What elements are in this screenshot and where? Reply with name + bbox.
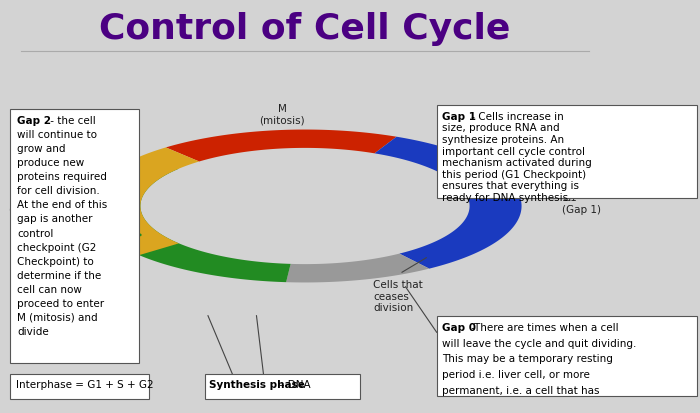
Text: cell can now: cell can now	[18, 284, 83, 294]
Text: permanent, i.e. a cell that has: permanent, i.e. a cell that has	[442, 385, 600, 395]
Text: determine if the: determine if the	[18, 270, 102, 280]
Polygon shape	[166, 130, 396, 162]
Text: ready for DNA synthesis.: ready for DNA synthesis.	[442, 192, 572, 202]
Text: this period (G1 Checkpoint): this period (G1 Checkpoint)	[442, 169, 587, 179]
Text: Synthesis phase: Synthesis phase	[209, 379, 305, 389]
Text: Gap 2: Gap 2	[18, 116, 51, 126]
Text: grow and: grow and	[18, 144, 66, 154]
Text: gap is another: gap is another	[18, 214, 93, 224]
Text: Gap 0: Gap 0	[442, 322, 476, 332]
Text: proteins required: proteins required	[18, 172, 107, 182]
Text: M (mitosis) and: M (mitosis) and	[18, 312, 98, 322]
Polygon shape	[88, 148, 200, 256]
Text: period i.e. liver cell, or more: period i.e. liver cell, or more	[442, 369, 590, 379]
Text: S phase
(DNA synthesis): S phase (DNA synthesis)	[18, 236, 102, 258]
FancyBboxPatch shape	[437, 105, 696, 198]
Text: synthesize proteins. An: synthesize proteins. An	[442, 135, 564, 145]
Text: Gap 1: Gap 1	[442, 112, 476, 121]
Text: -There are times when a cell: -There are times when a cell	[468, 322, 619, 332]
FancyBboxPatch shape	[10, 109, 139, 363]
Text: – DNA: – DNA	[276, 379, 311, 389]
FancyBboxPatch shape	[437, 316, 696, 396]
Text: will continue to: will continue to	[18, 130, 97, 140]
Text: checkpoint (G2: checkpoint (G2	[18, 242, 97, 252]
Text: important cell cycle control: important cell cycle control	[442, 146, 585, 156]
Text: Cells that
ceases
division: Cells that ceases division	[373, 280, 423, 313]
Text: produce new: produce new	[18, 158, 85, 168]
Text: size, produce RNA and: size, produce RNA and	[442, 123, 560, 133]
Polygon shape	[286, 254, 429, 283]
Polygon shape	[88, 157, 290, 282]
Text: divide: divide	[18, 326, 49, 336]
FancyBboxPatch shape	[10, 374, 149, 399]
Text: proceed to enter: proceed to enter	[18, 298, 104, 308]
Text: - Cells increase in: - Cells increase in	[468, 112, 564, 121]
FancyBboxPatch shape	[204, 374, 360, 399]
Text: Interphase = G1 + S + G2: Interphase = G1 + S + G2	[16, 379, 153, 389]
Text: At the end of this: At the end of this	[18, 200, 108, 210]
Text: for cell division.: for cell division.	[18, 186, 100, 196]
Text: G2
(Gap 2): G2 (Gap 2)	[9, 192, 48, 214]
Polygon shape	[374, 138, 522, 269]
Text: Control of Cell Cycle: Control of Cell Cycle	[99, 12, 511, 46]
Text: control: control	[18, 228, 54, 238]
Text: G1
(Gap 1): G1 (Gap 1)	[562, 192, 601, 214]
Text: mechanism activated during: mechanism activated during	[442, 158, 592, 168]
Text: - the cell: - the cell	[47, 116, 96, 126]
Text: Checkpoint) to: Checkpoint) to	[18, 256, 95, 266]
Text: M
(mitosis): M (mitosis)	[259, 103, 305, 125]
Text: This may be a temporary resting: This may be a temporary resting	[442, 354, 613, 363]
Text: will leave the cycle and quit dividing.: will leave the cycle and quit dividing.	[442, 338, 636, 348]
Text: ensures that everything is: ensures that everything is	[442, 181, 579, 191]
